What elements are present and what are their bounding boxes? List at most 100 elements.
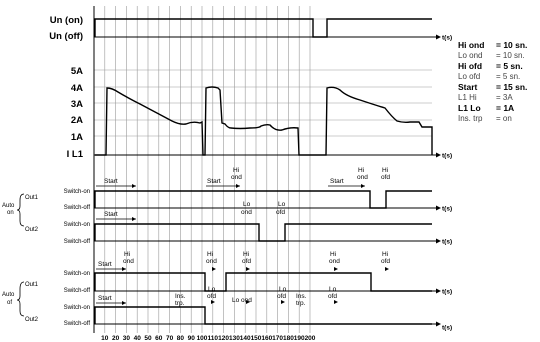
x-tick-label: 30	[123, 335, 131, 342]
param-key: Lo ond	[458, 50, 483, 60]
auto-on-out2-switch-off: Switch-off	[64, 239, 91, 245]
ann-lo-4: Lo	[279, 286, 287, 293]
label-4a: 4A	[71, 83, 83, 94]
ann-hi-3: Hi	[382, 167, 388, 174]
auto-on-sublabel: on	[7, 210, 14, 216]
time-axis-label: t(s)	[442, 206, 452, 213]
ann-start-3: Start	[330, 178, 344, 185]
ann-ond-1: ond	[231, 174, 242, 181]
annotation-arrow	[132, 217, 136, 221]
annotation-arrow	[132, 184, 136, 188]
x-tick-label: 130	[229, 335, 240, 342]
auto-on-out1-signal	[94, 190, 432, 209]
ann-hi-4: Hi	[124, 251, 130, 258]
param-row: L1 Lo = 1A	[458, 103, 540, 114]
annotation-arrow	[334, 267, 338, 271]
ann-ofd-2: ofd	[276, 209, 285, 216]
ann-start-2: Start	[207, 178, 221, 185]
param-value: = 1A	[496, 103, 515, 113]
ann-ofd-5: ofd	[207, 293, 216, 300]
param-value: = 5 sn.	[496, 71, 521, 81]
ann-ofd-1: ofd	[381, 174, 390, 181]
label-5a: 5A	[71, 66, 83, 77]
param-row: Lo ond = 10 sn.	[458, 51, 540, 62]
ann-hi-5: Hi	[207, 251, 213, 258]
param-row: Ins. trp = on	[458, 114, 540, 125]
ann-ond-3: ond	[241, 209, 252, 216]
ann-hi-8: Hi	[382, 251, 388, 258]
auto-on-out2-switch-on: Switch-on	[64, 222, 90, 228]
auto-on-brace	[16, 193, 25, 227]
auto-of-out1-switch-on: Switch-on	[64, 271, 90, 277]
auto-of-out1-signal	[94, 272, 432, 292]
annotation-arrow	[281, 300, 285, 304]
param-value: = 15 sn.	[496, 82, 528, 92]
auto-on-label: Auto	[2, 203, 15, 209]
param-key: Lo ofd	[458, 71, 481, 81]
annotation-arrow	[334, 300, 338, 304]
time-axis-arrow	[436, 152, 441, 158]
annotation-arrow	[246, 267, 250, 271]
x-tick-label: 200	[305, 335, 316, 342]
param-key: Hi ofd	[458, 61, 483, 71]
param-key: Ins. trp	[458, 113, 483, 123]
ann-lo-5: Lo	[329, 286, 337, 293]
x-tick-labels: 10 20 30 40 50 60 70 80 90 100 110 120 130 140 150 160 1…	[101, 335, 316, 342]
time-axis-arrow	[436, 34, 441, 40]
x-tick-label: 150	[251, 335, 262, 342]
param-row: Hi ond = 10 sn.	[458, 40, 540, 51]
ann-start-5: Start	[98, 261, 112, 268]
annotation-arrow	[122, 267, 126, 271]
time-axis-label: t(s)	[442, 325, 452, 332]
ann-trp-2: trp.	[296, 300, 306, 307]
param-key: Start	[458, 82, 478, 92]
x-tick-label: 110	[208, 335, 219, 342]
param-row: Start = 15 sn.	[458, 82, 540, 93]
x-tick-label: 100	[197, 335, 208, 342]
auto-of-out2-switch-on: Switch-on	[64, 305, 90, 311]
param-key: Hi ond	[458, 40, 485, 50]
ann-ofd-6: ofd	[277, 293, 286, 300]
label-2a: 2A	[71, 115, 83, 126]
label-un-off: Un (off)	[49, 31, 83, 42]
ann-hi-2: Hi	[358, 167, 364, 174]
auto-of-brace	[16, 281, 25, 317]
ann-hi-7: Hi	[330, 251, 336, 258]
auto-of-out2-switch-off: Switch-off	[64, 321, 91, 327]
x-tick-label: 120	[218, 335, 229, 342]
parameter-list: Hi ond = 10 sn. Lo ond = 10 sn. Hi ofd = 5 sn…	[458, 40, 540, 124]
annotation-arrow	[361, 184, 365, 188]
ann-ond-5: ond	[206, 258, 217, 265]
param-value: = 10 sn.	[496, 40, 528, 50]
x-tick-label: 190	[294, 335, 305, 342]
auto-of-label: Auto	[2, 292, 15, 298]
time-axis-arrow	[436, 205, 441, 211]
ann-lo-3: Lo	[208, 286, 216, 293]
ann-lo-2: Lo	[278, 201, 286, 208]
param-row: Lo ofd = 5 sn.	[458, 72, 540, 83]
time-axis-label: t(s)	[442, 153, 452, 160]
x-tick-label: 140	[240, 335, 251, 342]
ann-start-6: Start	[98, 295, 112, 302]
label-il1: I L1	[67, 149, 84, 160]
annotation-arrow	[212, 267, 216, 271]
annotation-arrow	[246, 300, 250, 304]
x-tick-label: 60	[155, 335, 163, 342]
label-un-on: Un (on)	[50, 15, 83, 26]
param-value: = on	[496, 113, 512, 123]
x-tick-label: 70	[166, 335, 174, 342]
auto-of-sublabel: of	[7, 300, 12, 306]
ann-hi-6: Hi	[243, 251, 249, 258]
ann-start-1: Start	[104, 178, 118, 185]
auto-on-out1-switch-on: Switch-on	[64, 189, 90, 195]
ann-lo-1: Lo	[243, 201, 251, 208]
x-tick-label: 90	[188, 335, 196, 342]
ann-ond-4: ond	[123, 258, 134, 265]
ann-ins-2: Ins.	[296, 293, 307, 300]
time-axis-arrow	[436, 288, 441, 294]
annotations: Start Start Hi ond Start Hi ond Hi ofd L…	[96, 167, 390, 307]
auto-on-out1-switch-off: Switch-off	[64, 205, 91, 211]
x-tick-label: 10	[101, 335, 109, 342]
x-tick-label: 20	[112, 335, 120, 342]
